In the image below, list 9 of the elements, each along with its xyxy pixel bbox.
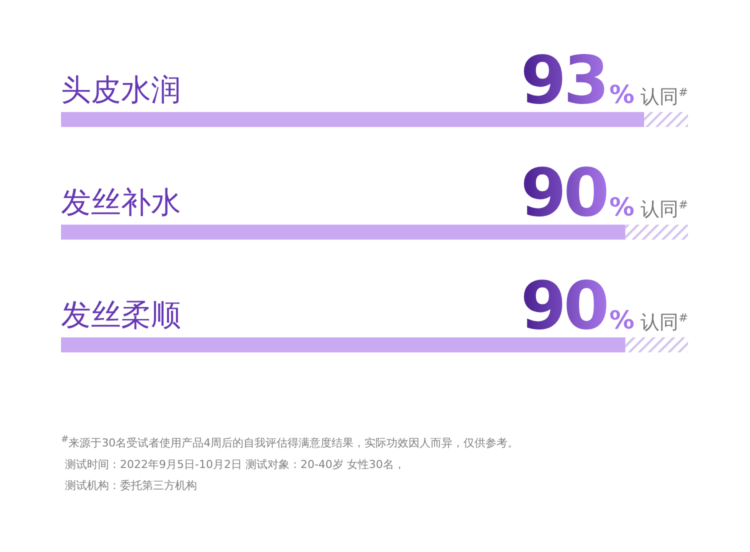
data-label: 90%认同$^{#}$ bbox=[520, 154, 688, 232]
text: $^{#}$来源于30名受试者使用产品4周后的自我评估得满意度结果，实际功效因人而异，仅供参考。 bbox=[61, 433, 519, 452]
y-tick-label: 发丝补水 bbox=[61, 186, 181, 220]
data-label: 90%认同$^{#}$ bbox=[520, 267, 688, 344]
y-tick-label: 头皮水润 bbox=[61, 72, 181, 108]
y-tick-label: 发丝柔顺 bbox=[61, 298, 181, 334]
text: 测试时间：2022年9月5日-10月2日 测试对象：20-40岁 女性30名， bbox=[64, 456, 406, 473]
data-label: 93%认同$^{#}$ bbox=[520, 42, 688, 119]
text: 测试机构：委托第三方机构 bbox=[64, 478, 198, 494]
